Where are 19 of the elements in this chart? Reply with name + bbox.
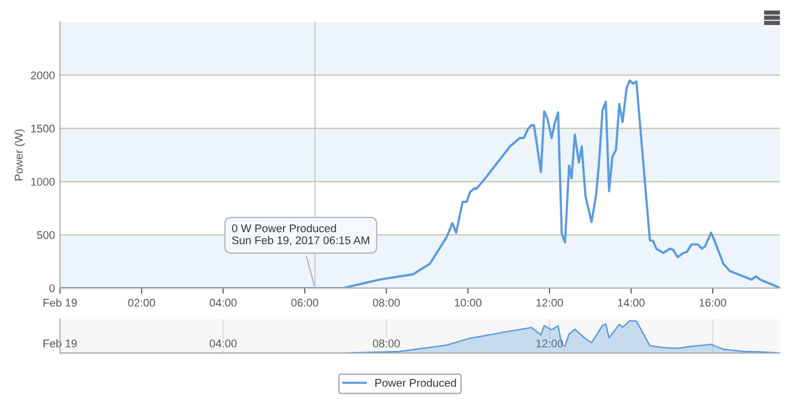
y-tick-label: 1500	[31, 124, 55, 133]
x-tick-label: 08:00	[372, 340, 400, 348]
x-tick-label: 14:00	[618, 298, 645, 307]
y-tick-label: 1000	[31, 178, 55, 186]
x-tick-label: 16:00	[700, 298, 726, 307]
y-tick-label: 0	[49, 284, 55, 292]
legend-label: Power Produced	[375, 378, 456, 387]
x-tick-label: 04:00	[210, 298, 237, 307]
x-tick-label: 10:00	[454, 298, 482, 307]
y-tick-label: 500	[37, 231, 55, 239]
x-tick-label: 08:00	[372, 298, 400, 307]
y-tick-label: 2000	[30, 71, 55, 80]
x-tick-label: 02:00	[128, 298, 156, 307]
x-tick-label: 06:00	[291, 298, 318, 307]
y-axis-title: Power (W)	[14, 129, 25, 180]
x-tick-label: 12:00	[536, 298, 563, 307]
x-tick-label: Feb 19	[44, 298, 77, 307]
x-tick-label: 04:00	[210, 340, 237, 348]
annotation: 0 W Power Produced Sun Feb 19, 2017 06:15 AM	[232, 224, 370, 246]
